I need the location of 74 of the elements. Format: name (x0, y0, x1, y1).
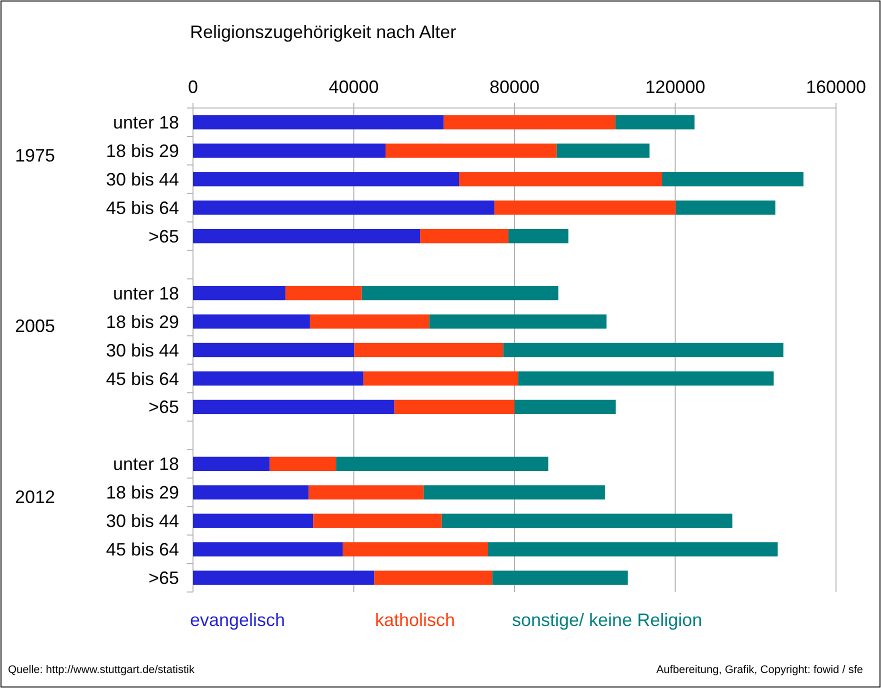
source-note: Quelle: http://www.stuttgart.de/statistik (8, 664, 195, 676)
bar (193, 485, 309, 500)
bar (492, 570, 628, 585)
bar (193, 400, 394, 414)
bar (310, 314, 430, 329)
bar (193, 570, 374, 585)
y-tick-label: unter 18 (112, 112, 179, 133)
bar (444, 115, 616, 130)
y-tick-label: 45 bis 64 (106, 368, 179, 389)
bar (386, 144, 557, 158)
y-tick-label: 18 bis 29 (106, 141, 179, 162)
y-tick-label: 30 bis 44 (106, 511, 179, 532)
y-tick-label: 45 bis 64 (106, 540, 179, 560)
y-tick-label: >65 (148, 568, 179, 588)
bar (308, 485, 424, 500)
bar (508, 229, 568, 244)
bar (503, 342, 784, 358)
series-label: katholisch (375, 610, 456, 630)
bar (615, 115, 695, 130)
bar (662, 172, 804, 186)
bar (193, 542, 343, 556)
bar (459, 172, 662, 186)
bar (193, 172, 460, 186)
bar (442, 514, 732, 528)
bar (193, 229, 420, 244)
bar (193, 314, 310, 329)
bar (313, 514, 442, 528)
bar (362, 286, 558, 300)
x-tick-label: 0 (188, 77, 198, 97)
y-tick-label: 45 bis 64 (106, 198, 179, 218)
y-tick-label: 18 bis 29 (106, 312, 179, 332)
x-tick-label: 120000 (645, 77, 706, 97)
bar (193, 456, 270, 471)
bar (394, 400, 514, 414)
bar (494, 200, 676, 215)
text: Aufbereitung, Grafik, Copyright: fowid / sfe (656, 664, 863, 676)
bar (285, 286, 362, 300)
bar (424, 485, 605, 500)
bar (342, 542, 488, 556)
bar (363, 371, 518, 386)
y-tick-label: >65 (148, 226, 179, 246)
bar (193, 286, 286, 300)
bar (429, 314, 607, 329)
text: 1975 (15, 145, 56, 166)
x-tick-label: 160000 (806, 77, 866, 97)
bar (676, 200, 776, 215)
bar (193, 371, 364, 386)
bar (420, 229, 508, 244)
y-tick-label: 18 bis 29 (106, 482, 179, 503)
x-tick-label: 80000 (489, 77, 540, 97)
y-tick-label: unter 18 (112, 283, 179, 304)
text: 2012 (15, 486, 56, 507)
y-tick-label: 30 bis 44 (106, 169, 179, 190)
bar (518, 371, 774, 386)
bar (336, 456, 548, 471)
bar (374, 570, 492, 585)
bar (270, 456, 336, 471)
bar (354, 342, 504, 358)
bar (193, 144, 386, 158)
bar (514, 400, 616, 414)
bar (193, 115, 444, 130)
y-tick-label: 30 bis 44 (106, 340, 179, 360)
text: 2005 (15, 316, 56, 336)
series-label: evangelisch (190, 610, 286, 630)
bar (488, 542, 778, 556)
bar (193, 514, 314, 528)
bar (193, 200, 494, 215)
series-label: sonstige/ keine Religion (512, 610, 702, 630)
y-tick-label: >65 (148, 397, 179, 418)
bar (556, 144, 650, 158)
bar (193, 342, 354, 358)
x-tick-label: 40000 (328, 77, 379, 97)
y-tick-label: unter 18 (112, 454, 179, 474)
chart-title: Religionszugehörigkeit nach Alter (190, 22, 456, 42)
